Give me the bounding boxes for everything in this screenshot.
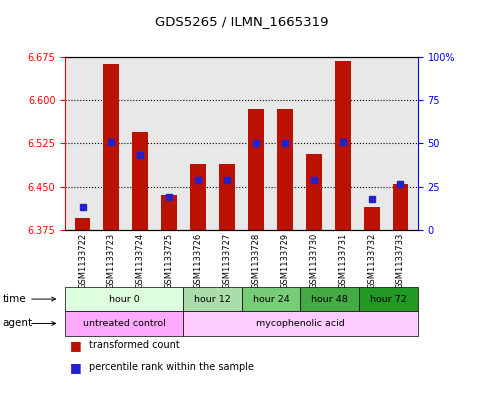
Point <box>281 140 289 147</box>
Bar <box>393 184 409 230</box>
Text: ■: ■ <box>70 360 82 374</box>
Text: agent: agent <box>2 318 32 329</box>
Bar <box>74 219 90 230</box>
Bar <box>248 109 264 230</box>
Point <box>223 176 231 183</box>
Bar <box>277 109 293 230</box>
Point <box>194 176 202 183</box>
Text: untreated control: untreated control <box>83 319 165 328</box>
Bar <box>161 195 177 230</box>
Bar <box>306 154 322 230</box>
Bar <box>335 61 351 230</box>
Text: percentile rank within the sample: percentile rank within the sample <box>89 362 255 372</box>
Point <box>165 194 173 200</box>
Bar <box>364 207 380 230</box>
Text: GDS5265 / ILMN_1665319: GDS5265 / ILMN_1665319 <box>155 15 328 28</box>
Bar <box>132 132 148 230</box>
Bar <box>219 163 235 230</box>
Text: transformed count: transformed count <box>89 340 180 351</box>
Point <box>108 139 115 145</box>
Point <box>252 140 260 147</box>
Text: hour 12: hour 12 <box>194 295 230 303</box>
Point <box>397 181 404 187</box>
Text: hour 0: hour 0 <box>109 295 139 303</box>
Text: hour 48: hour 48 <box>311 295 348 303</box>
Text: hour 24: hour 24 <box>253 295 289 303</box>
Point <box>368 196 375 202</box>
Text: mycophenolic acid: mycophenolic acid <box>256 319 345 328</box>
Point <box>310 176 318 183</box>
Text: hour 72: hour 72 <box>370 295 407 303</box>
Text: ■: ■ <box>70 339 82 352</box>
Point <box>339 139 346 145</box>
Point <box>79 204 86 210</box>
Point <box>137 152 144 158</box>
Text: time: time <box>2 294 26 304</box>
Bar <box>103 64 119 230</box>
Bar <box>190 163 206 230</box>
